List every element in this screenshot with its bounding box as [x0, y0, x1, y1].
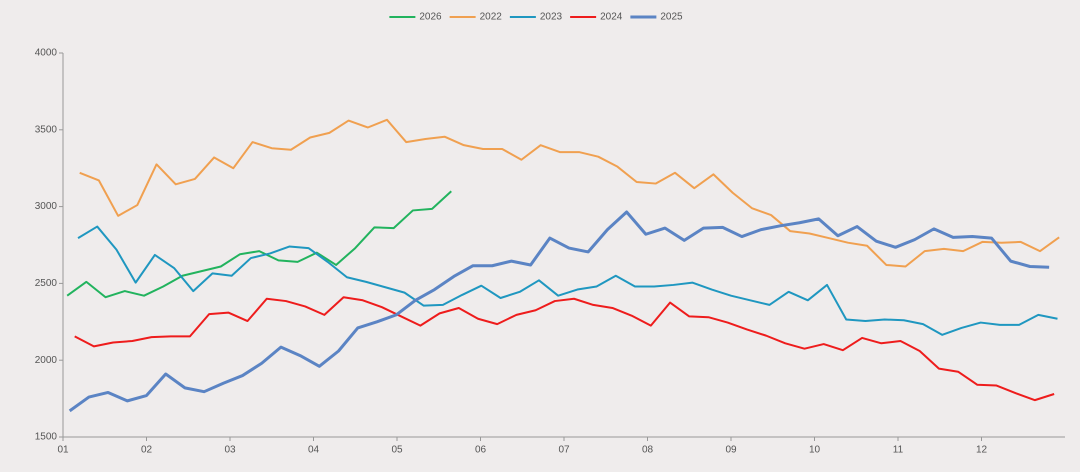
- legend-label: 2023: [540, 12, 563, 23]
- x-tick-label: 08: [642, 445, 654, 456]
- legend-label: 2025: [660, 12, 683, 23]
- y-tick-label: 4000: [35, 48, 58, 59]
- x-tick-label: 07: [558, 445, 570, 456]
- x-tick-label: 12: [976, 445, 988, 456]
- legend-label: 2026: [419, 12, 442, 23]
- x-tick-label: 03: [224, 445, 236, 456]
- y-tick-label: 2000: [35, 355, 58, 366]
- x-tick-label: 05: [391, 445, 403, 456]
- x-tick-label: 06: [475, 445, 487, 456]
- series-line: [74, 296, 1055, 402]
- legend-item: 2024: [570, 12, 623, 23]
- x-tick-label: 11: [893, 445, 904, 456]
- y-tick-label: 3500: [35, 124, 58, 135]
- legend-label: 2024: [600, 12, 623, 23]
- legend: 2026 2022 2023 2024 2025: [389, 12, 683, 23]
- series-line: [79, 118, 1060, 268]
- x-tick-label: 02: [141, 445, 153, 456]
- x-tick-label: 01: [57, 445, 69, 456]
- y-tick-label: 3000: [35, 201, 58, 212]
- legend-item: 2026: [389, 12, 442, 23]
- series-line: [66, 190, 452, 299]
- x-tick-label: 10: [809, 445, 821, 456]
- series-line: [68, 210, 1050, 413]
- legend-item: 2023: [509, 12, 563, 23]
- x-tick-label: 09: [725, 445, 737, 456]
- x-tick-label: 04: [308, 445, 320, 456]
- series-line: [77, 225, 1058, 336]
- y-tick-label: 2500: [35, 278, 58, 289]
- legend-item: 2025: [630, 12, 683, 23]
- legend-item: 2022: [449, 12, 503, 23]
- y-tick-label: 1500: [35, 432, 58, 443]
- legend-label: 2022: [480, 12, 503, 23]
